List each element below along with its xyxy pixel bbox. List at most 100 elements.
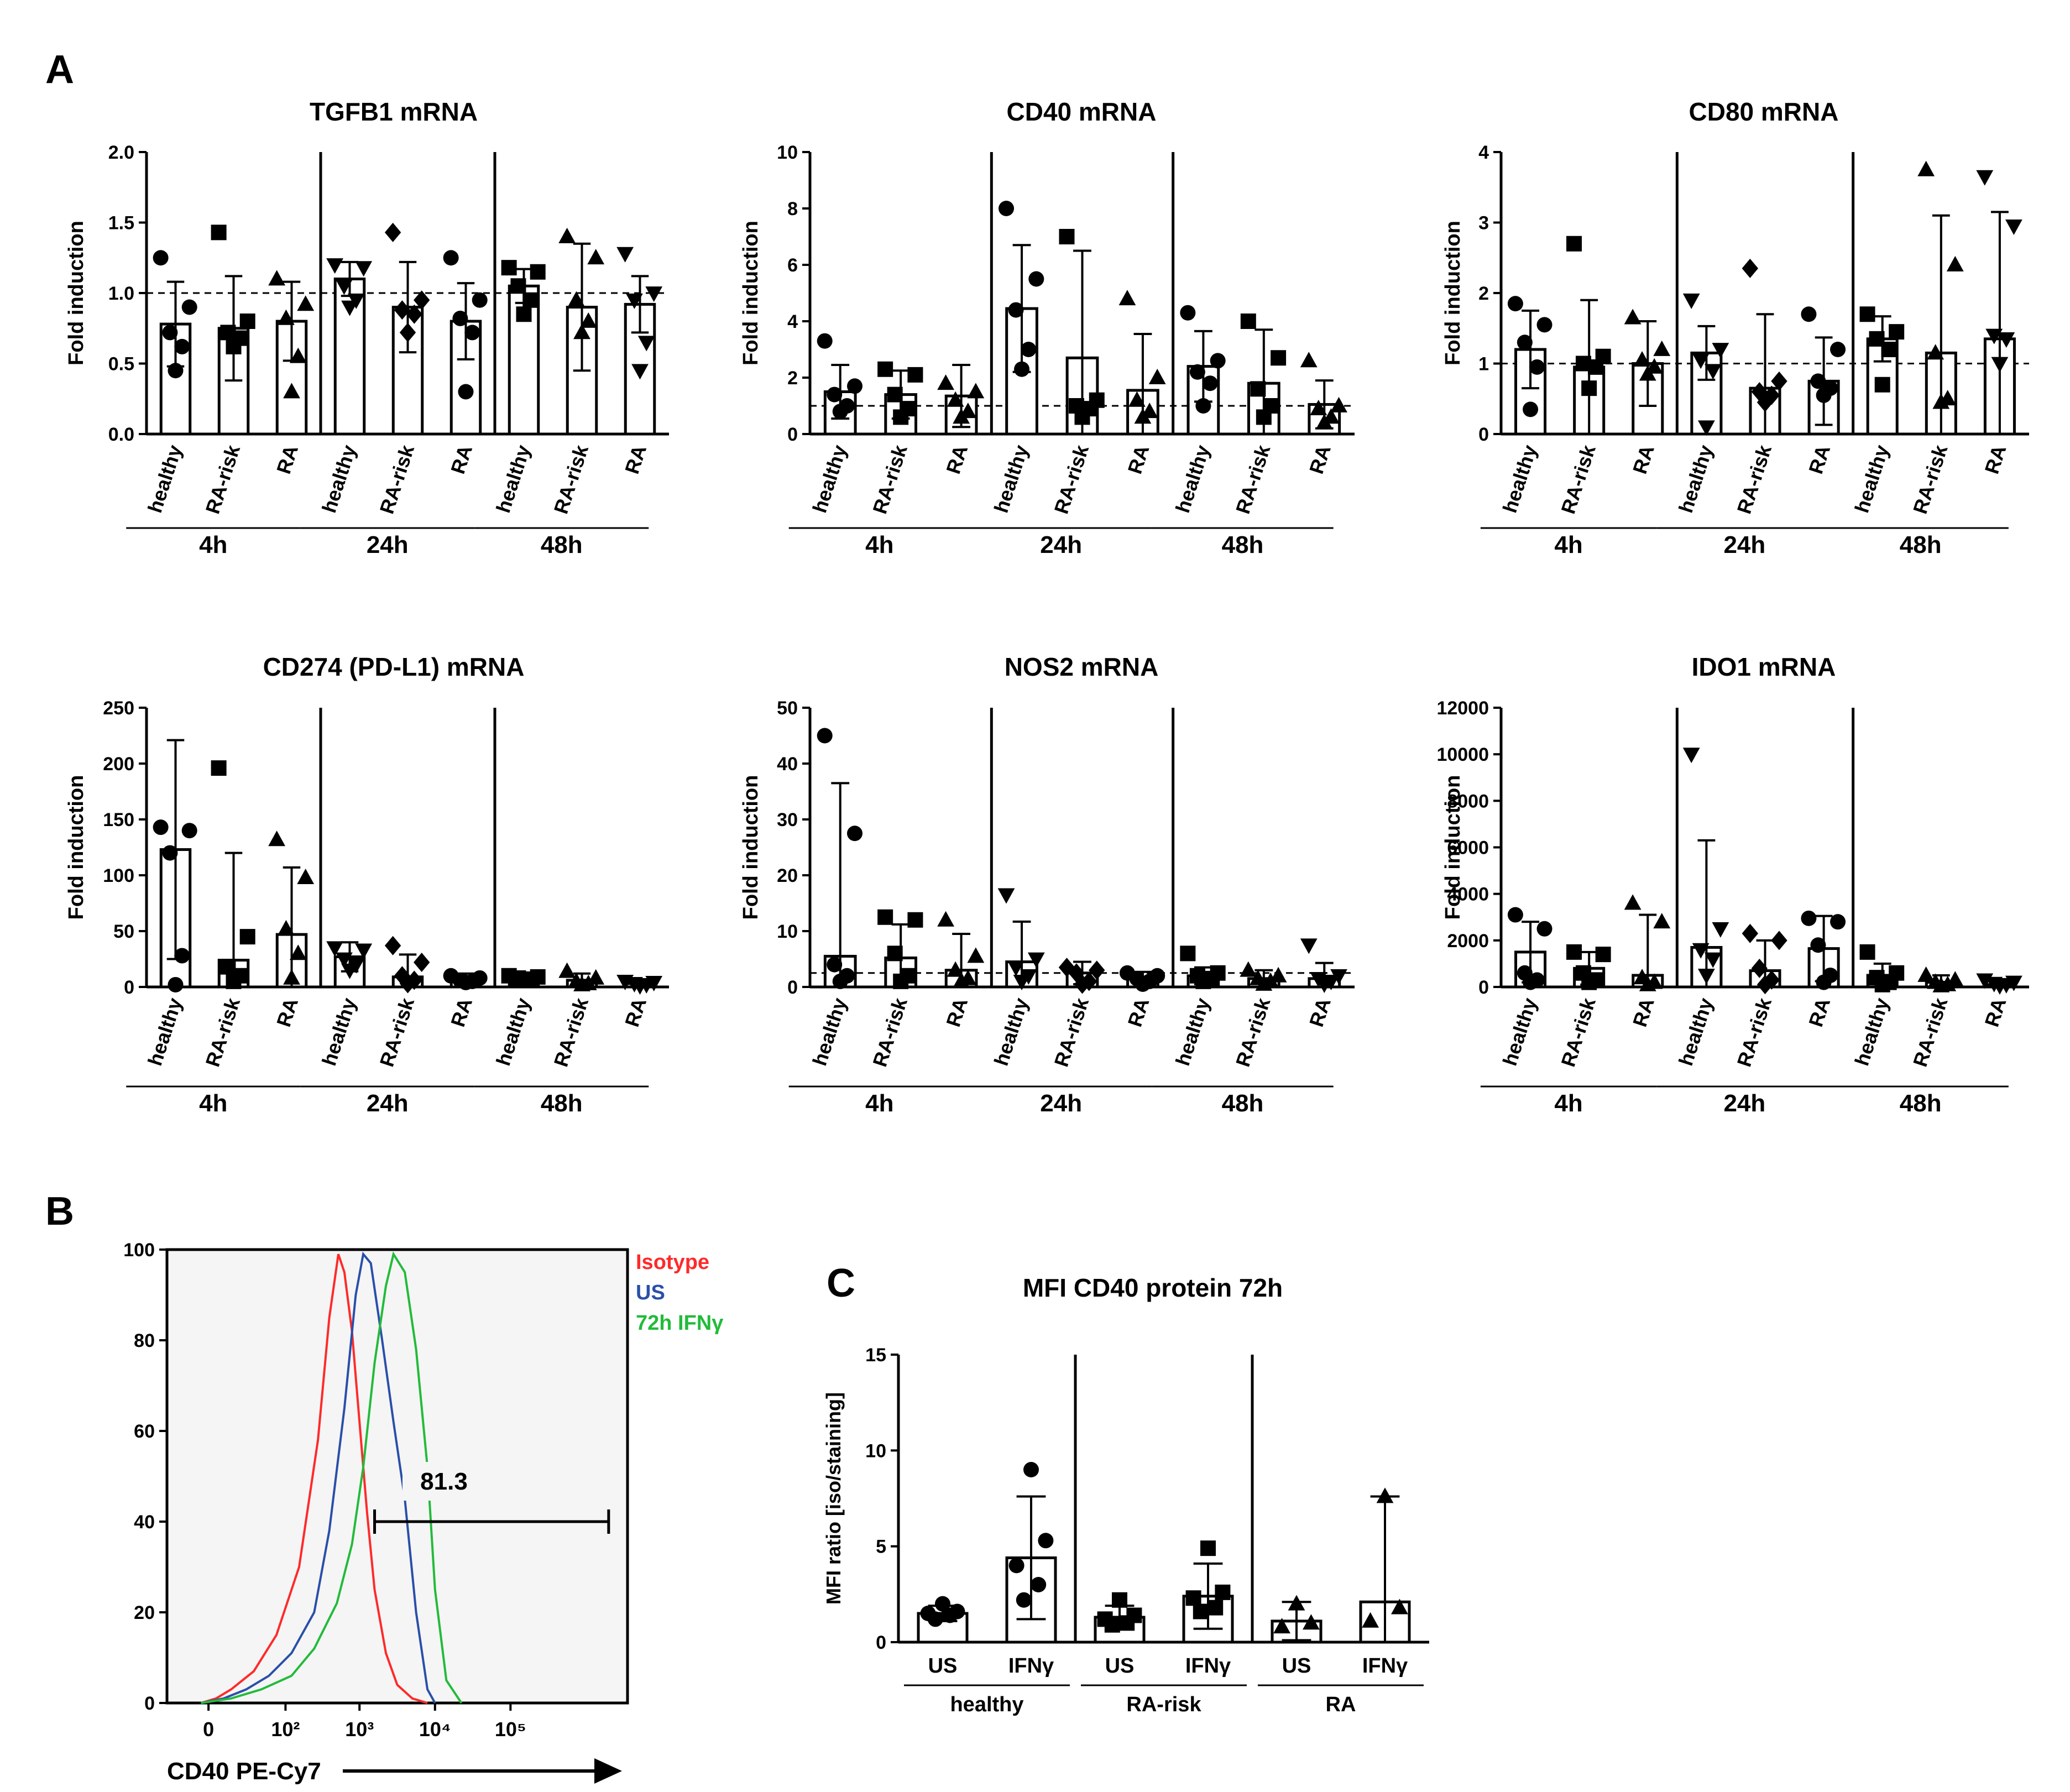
data-point	[341, 300, 358, 316]
data-point	[384, 936, 401, 955]
data-point	[341, 963, 358, 979]
panel-label-a: A	[45, 48, 74, 92]
y-tick-label: 0	[144, 1693, 155, 1714]
data-point	[168, 363, 184, 379]
y-tick-label: 1.0	[108, 283, 134, 304]
group-label: 24h	[1040, 1090, 1082, 1117]
data-point	[452, 310, 468, 326]
histogram-frame	[165, 1248, 629, 1705]
data-point	[174, 338, 190, 354]
x-axis-arrow-head	[594, 1758, 622, 1784]
x-category-label: RA	[446, 442, 477, 477]
data-point	[1007, 960, 1024, 976]
data-point	[1074, 409, 1090, 425]
x-category-label: RA	[1305, 442, 1335, 477]
data-point	[1757, 975, 1774, 995]
x-category-label: RA-risk	[201, 995, 245, 1069]
charts-layer: TGFB1 mRNA Fold induction 0.0 0.5 1.0 1.5 2.0 h…	[65, 97, 2029, 1785]
data-point	[935, 1596, 950, 1612]
data-point	[1008, 302, 1024, 318]
y-tick-label: 2000	[1447, 931, 1489, 952]
data-point	[1118, 290, 1136, 306]
data-point	[1536, 921, 1552, 937]
data-point	[827, 957, 843, 973]
data-point	[289, 347, 307, 363]
data-point	[947, 391, 964, 407]
data-point	[220, 325, 236, 341]
x-category-label: healthy	[143, 995, 186, 1069]
data-point	[832, 973, 848, 989]
data-point	[1038, 1533, 1054, 1549]
chart-ido1: IDO1 mRNA Fold induction 0 2000 4000 6000 8000…	[1436, 652, 2029, 1117]
y-tick-label: 6000	[1447, 838, 1489, 859]
x-category-label: healthy	[1498, 442, 1541, 516]
x-category-label: RA	[446, 995, 477, 1030]
data-point	[942, 1607, 958, 1623]
x-category-label: RA	[1804, 442, 1834, 477]
y-tick-label: 1	[1478, 354, 1489, 375]
data-point	[1008, 1558, 1024, 1574]
x-category-label: healthy	[990, 995, 1033, 1069]
data-point	[817, 728, 833, 744]
group-label: 24h	[367, 1090, 409, 1117]
data-point	[1523, 401, 1539, 417]
data-point	[1859, 944, 1875, 960]
data-point	[953, 972, 970, 988]
data-point	[1874, 976, 1890, 992]
chart-cd40: CD40 mRNA Fold induction 0 2 4 6 8 10 healthy RA-…	[739, 97, 1355, 558]
data-point	[1315, 978, 1333, 994]
x-category-label: healthy	[492, 442, 535, 516]
data-point	[1889, 324, 1905, 340]
data-point	[1976, 170, 1994, 186]
data-point	[1566, 944, 1582, 960]
data-point	[832, 404, 848, 420]
data-point	[174, 948, 190, 964]
data-point	[406, 304, 422, 324]
data-point	[1310, 400, 1327, 415]
y-tick-label: 0.0	[108, 424, 134, 445]
x-tick-label: 0	[203, 1718, 214, 1741]
x-category-label: RA-risk	[1909, 995, 1952, 1069]
data-point	[637, 336, 655, 352]
data-point	[616, 247, 634, 263]
data-point	[153, 250, 169, 266]
histogram-series-line	[200, 1253, 428, 1704]
x-category-label: healthy	[492, 995, 535, 1069]
data-point	[1653, 913, 1671, 929]
chart-title: MFI CD40 protein 72h	[1023, 1273, 1283, 1302]
y-tick-label: 12000	[1436, 698, 1489, 719]
data-point	[887, 386, 903, 403]
y-tick-label: 100	[123, 1240, 155, 1261]
data-point	[1517, 335, 1533, 351]
data-point	[336, 279, 353, 295]
y-tick-label: 4000	[1447, 884, 1489, 905]
data-point	[1200, 1540, 1216, 1556]
x-category-label: US	[1105, 1654, 1135, 1678]
data-point	[1575, 356, 1591, 372]
x-category-label: RA-risk	[1231, 442, 1275, 516]
data-point	[1771, 371, 1787, 391]
group-label: 4h	[199, 1090, 227, 1117]
group-label: 4h	[1554, 1090, 1582, 1117]
data-point	[1810, 373, 1826, 389]
y-tick-label: 0	[1478, 977, 1489, 998]
data-point	[162, 325, 178, 341]
y-tick-label: 60	[134, 1421, 155, 1442]
data-point	[573, 975, 590, 991]
x-category-label: RA-risk	[1050, 995, 1094, 1069]
group-label: 4h	[199, 531, 227, 558]
y-tick-label: 0	[787, 977, 798, 998]
data-point	[516, 972, 532, 988]
y-tick-label: 2.0	[108, 142, 134, 163]
data-point	[1529, 359, 1545, 375]
y-tick-label: 200	[103, 754, 134, 775]
data-point	[472, 292, 488, 308]
data-point	[1692, 353, 1710, 369]
x-tick-label: 10⁵	[495, 1718, 526, 1741]
data-point	[355, 261, 373, 277]
data-point	[1801, 306, 1817, 322]
data-point	[1059, 229, 1075, 244]
y-tick-label: 10	[777, 142, 798, 163]
y-tick-label: 4	[787, 311, 798, 332]
data-point	[1315, 414, 1333, 430]
